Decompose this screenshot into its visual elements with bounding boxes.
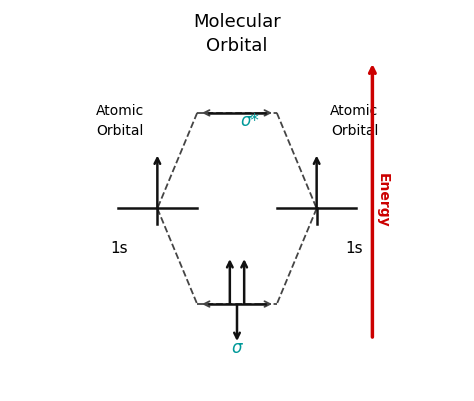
Text: Energy: Energy (375, 173, 389, 228)
Text: σ: σ (232, 339, 242, 357)
Text: 1s: 1s (346, 241, 363, 256)
Text: Orbital: Orbital (206, 37, 268, 55)
Text: Atomic
Orbital: Atomic Orbital (330, 103, 379, 138)
Text: Molecular: Molecular (193, 13, 281, 31)
Text: Atomic
Orbital: Atomic Orbital (95, 103, 144, 138)
Text: σ*: σ* (241, 112, 260, 130)
Text: 1s: 1s (111, 241, 128, 256)
